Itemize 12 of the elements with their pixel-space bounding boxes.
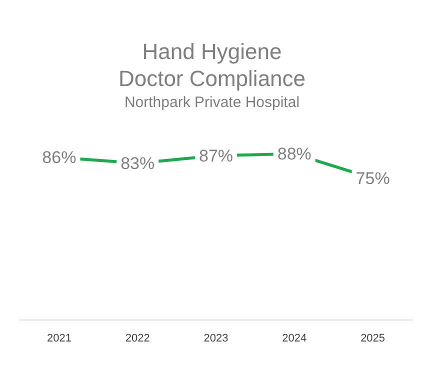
chart-subtitle: Northpark Private Hospital (123, 94, 301, 111)
data-label: 75% (356, 168, 390, 188)
data-label: 86% (42, 148, 76, 168)
x-tick-label: 2025 (360, 332, 386, 344)
data-label: 83% (120, 154, 155, 173)
data-label: 87% (198, 146, 234, 166)
x-tick-label: 2021 (46, 332, 72, 344)
x-tick-label: 2022 (125, 332, 150, 344)
data-label: 88% (277, 144, 312, 164)
chart-title: Hand Hygiene Doctor Compliance (117, 38, 307, 92)
x-tick-label: 2024 (282, 332, 307, 344)
x-tick-label: 2023 (204, 332, 228, 344)
